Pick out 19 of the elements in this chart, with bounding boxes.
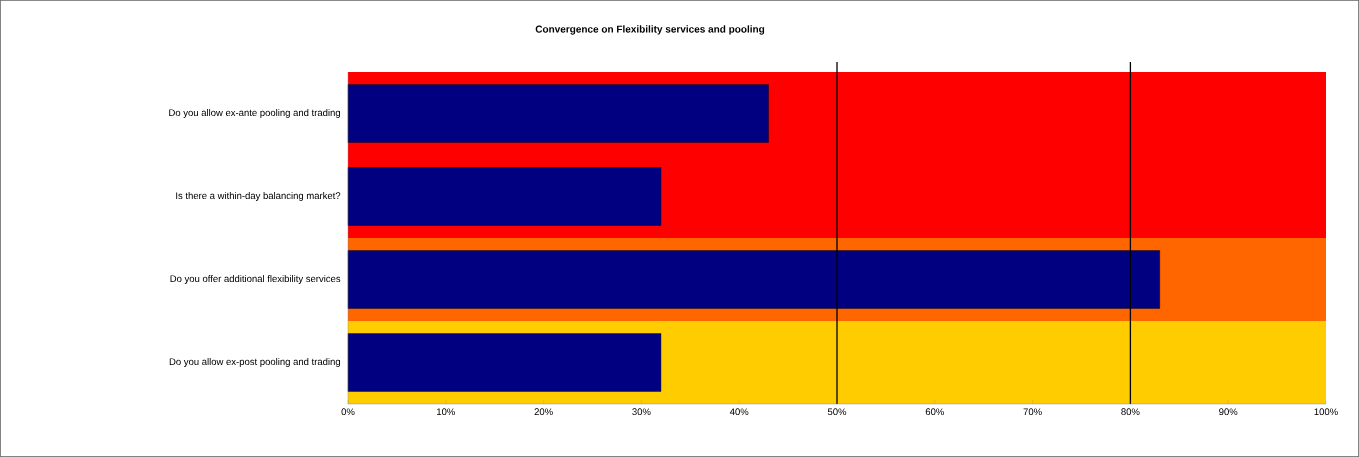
y-tick-label: Do you allow ex-ante pooling and trading	[169, 109, 340, 118]
y-tick-label: Do you allow ex-post pooling and trading	[169, 358, 340, 367]
x-tick-label: 70%	[1023, 408, 1042, 416]
x-tick-label: 20%	[534, 408, 553, 416]
bar	[347, 167, 662, 226]
x-tick-label: 60%	[925, 408, 944, 416]
x-tick-label: 0%	[341, 408, 355, 416]
y-tick-label: Do you offer additional flexibility services	[170, 275, 341, 284]
bar	[347, 333, 662, 392]
x-tick-label: 80%	[1121, 408, 1140, 416]
x-tick-label: 10%	[437, 408, 455, 416]
x-tick-label: 40%	[729, 408, 749, 416]
y-tick-label: Is there a within-day balancing market?	[176, 192, 341, 201]
x-tick-label: 50%	[827, 408, 847, 416]
chart-title: Convergence on Flexibility services and pooling	[535, 25, 765, 35]
x-tick-label: 100%	[1314, 408, 1338, 416]
bar	[347, 84, 769, 143]
x-tick-label: 90%	[1219, 408, 1238, 416]
x-tick-label: 30%	[632, 408, 651, 416]
